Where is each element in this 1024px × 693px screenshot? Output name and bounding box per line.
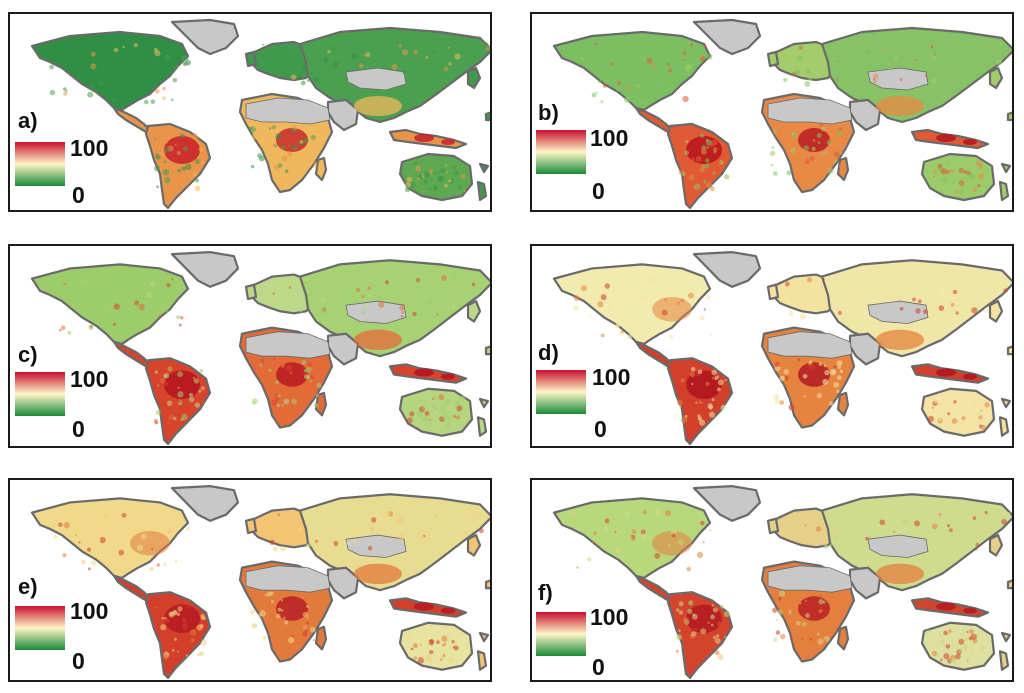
map-panel-c: c) 100 0 [8, 244, 492, 448]
panel-label: b) [538, 100, 559, 125]
colorbar-min-label: 0 [72, 416, 85, 442]
colorbar-min-label: 0 [594, 416, 607, 442]
colorbar [15, 606, 65, 650]
colorbar-max-label: 100 [70, 598, 109, 624]
map-panel-e: e) 100 0 [8, 478, 492, 682]
colorbar-min-label: 0 [72, 182, 85, 208]
world-map [30, 250, 490, 446]
colorbar [536, 370, 586, 414]
colorbar-min-label: 0 [592, 178, 605, 204]
panel-label: e) [18, 574, 38, 599]
world-map [552, 484, 1012, 680]
colorbar-min-label: 0 [72, 648, 85, 674]
map-panel-f: f) 100 0 [530, 478, 1014, 682]
panel-label: a) [18, 108, 38, 133]
world-map [552, 18, 1012, 210]
colorbar [15, 142, 65, 186]
colorbar-max-label: 100 [70, 366, 109, 392]
colorbar-max-label: 100 [590, 604, 629, 630]
panel-label: c) [18, 342, 38, 367]
colorbar [536, 612, 586, 656]
world-map [30, 484, 490, 680]
colorbar-min-label: 0 [592, 654, 605, 680]
world-map [552, 250, 1012, 446]
colorbar [15, 372, 65, 416]
map-panel-d: d) 100 0 [530, 244, 1014, 448]
world-map [30, 18, 490, 210]
colorbar-max-label: 100 [592, 364, 631, 390]
map-panel-b: b) 100 0 [530, 12, 1014, 212]
panel-label: f) [538, 580, 553, 605]
colorbar-max-label: 100 [590, 125, 629, 151]
panel-label: d) [538, 340, 559, 365]
colorbar [536, 130, 586, 174]
colorbar-max-label: 100 [70, 135, 109, 161]
map-panel-a: a) 100 0 [8, 12, 492, 212]
